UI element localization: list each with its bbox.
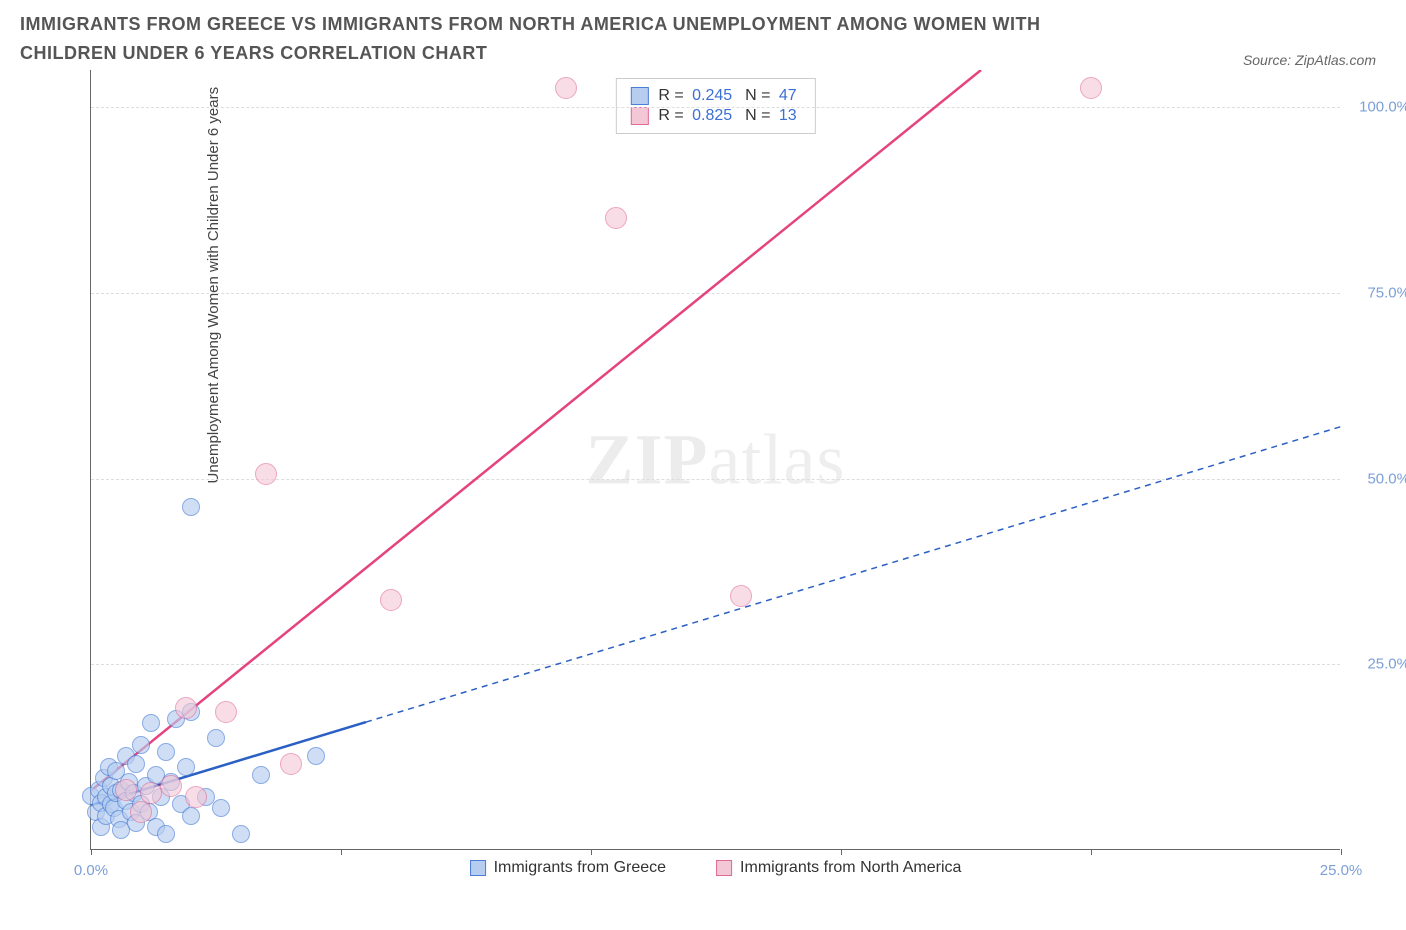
y-tick-label: 50.0%: [1367, 470, 1406, 487]
data-point: [555, 77, 577, 99]
data-point: [127, 755, 145, 773]
source-attribution: Source: ZipAtlas.com: [1243, 52, 1376, 68]
data-point: [182, 807, 200, 825]
legend-square-icon: [716, 860, 732, 876]
data-point: [177, 758, 195, 776]
y-tick-label: 25.0%: [1367, 656, 1406, 673]
grid-line: [91, 479, 1340, 480]
x-tick: [341, 849, 342, 855]
grid-line: [91, 107, 1340, 108]
data-point: [215, 701, 237, 723]
data-point: [182, 498, 200, 516]
data-point: [185, 786, 207, 808]
trend-lines: [91, 70, 1341, 850]
x-tick: [1091, 849, 1092, 855]
data-point: [140, 782, 162, 804]
data-point: [255, 463, 277, 485]
data-point: [175, 697, 197, 719]
x-tick: [591, 849, 592, 855]
legend-square-greece-icon: [630, 87, 648, 105]
legend-item-greece: Immigrants from Greece: [470, 859, 666, 877]
legend-item-north-america: Immigrants from North America: [716, 859, 961, 877]
data-point: [157, 825, 175, 843]
legend-square-icon: [470, 860, 486, 876]
plot-region: ZIPatlas R = 0.245 N = 47 R = 0.825 N = …: [90, 70, 1340, 850]
grid-line: [91, 664, 1340, 665]
watermark: ZIPatlas: [586, 418, 846, 501]
data-point: [1080, 77, 1102, 99]
data-point: [157, 743, 175, 761]
data-point: [280, 753, 302, 775]
chart-area: Unemployment Among Women with Children U…: [60, 70, 1380, 880]
x-tick: [841, 849, 842, 855]
x-tick-label-right: 25.0%: [1320, 862, 1363, 879]
bottom-legend: Immigrants from Greece Immigrants from N…: [470, 859, 962, 877]
data-point: [730, 585, 752, 607]
x-tick-label-left: 0.0%: [74, 862, 108, 879]
stats-row-greece: R = 0.245 N = 47: [630, 87, 800, 105]
x-tick: [1341, 849, 1342, 855]
correlation-stats-box: R = 0.245 N = 47 R = 0.825 N = 13: [615, 78, 815, 134]
data-point: [252, 766, 270, 784]
chart-title: IMMIGRANTS FROM GREECE VS IMMIGRANTS FRO…: [20, 10, 1120, 68]
data-point: [142, 714, 160, 732]
grid-line: [91, 293, 1340, 294]
data-point: [380, 589, 402, 611]
stats-row-north-america: R = 0.825 N = 13: [630, 107, 800, 125]
data-point: [207, 729, 225, 747]
data-point: [232, 825, 250, 843]
x-tick: [91, 849, 92, 855]
y-tick-label: 75.0%: [1367, 284, 1406, 301]
data-point: [307, 747, 325, 765]
data-point: [605, 207, 627, 229]
y-tick-label: 100.0%: [1359, 99, 1406, 116]
data-point: [132, 736, 150, 754]
data-point: [212, 799, 230, 817]
title-bar: IMMIGRANTS FROM GREECE VS IMMIGRANTS FRO…: [0, 0, 1406, 68]
legend-square-na-icon: [630, 107, 648, 125]
data-point: [115, 779, 137, 801]
data-point: [160, 775, 182, 797]
